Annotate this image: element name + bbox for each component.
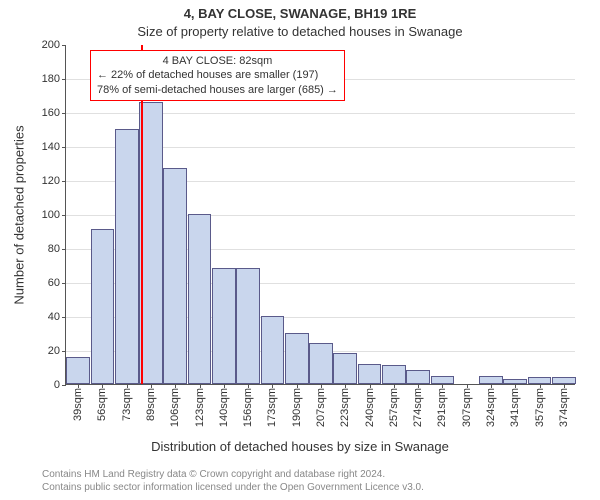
callout-line: 4 BAY CLOSE: 82sqm — [97, 54, 338, 68]
y-tick-label: 140 — [42, 141, 66, 153]
callout-line: 78% of semi-detached houses are larger (… — [97, 83, 338, 97]
y-tick-label: 40 — [48, 311, 66, 323]
x-tick-label: 307sqm — [461, 388, 473, 427]
histogram-bar — [309, 343, 333, 384]
x-tick-label: 374sqm — [558, 388, 570, 427]
y-tick-label: 120 — [42, 175, 66, 187]
x-tick-label: 324sqm — [485, 388, 497, 427]
x-tick-label: 173sqm — [266, 388, 278, 427]
histogram-bar — [91, 229, 115, 384]
x-tick-label: 73sqm — [121, 388, 133, 421]
y-tick-label: 160 — [42, 107, 66, 119]
x-tick-label: 140sqm — [218, 388, 230, 427]
x-tick-label: 56sqm — [96, 388, 108, 421]
histogram-bar — [188, 214, 212, 384]
footer-line-1: Contains HM Land Registry data © Crown c… — [42, 468, 424, 481]
x-tick-label: 123sqm — [194, 388, 206, 427]
x-tick-label: 89sqm — [145, 388, 157, 421]
y-tick-label: 180 — [42, 73, 66, 85]
histogram-bar — [261, 316, 285, 384]
histogram-bar — [406, 370, 430, 384]
footer-attribution: Contains HM Land Registry data © Crown c… — [42, 468, 424, 494]
x-tick-label: 341sqm — [509, 388, 521, 427]
histogram-bar — [528, 377, 552, 384]
histogram-bar — [382, 365, 406, 384]
x-tick-label: 106sqm — [169, 388, 181, 427]
x-tick-label: 274sqm — [412, 388, 424, 427]
x-tick-label: 190sqm — [291, 388, 303, 427]
histogram-bar — [333, 353, 357, 384]
y-tick-label: 200 — [42, 39, 66, 51]
histogram-bar — [163, 168, 187, 384]
x-tick-label: 240sqm — [364, 388, 376, 427]
callout-line: ← 22% of detached houses are smaller (19… — [97, 68, 338, 82]
y-tick-label: 0 — [54, 379, 66, 391]
x-tick-label: 207sqm — [315, 388, 327, 427]
chart-title: 4, BAY CLOSE, SWANAGE, BH19 1RE — [0, 6, 600, 21]
callout-box: 4 BAY CLOSE: 82sqm← 22% of detached hous… — [90, 50, 345, 101]
histogram-bar — [479, 376, 503, 385]
y-tick-label: 100 — [42, 209, 66, 221]
x-tick-label: 291sqm — [436, 388, 448, 427]
histogram-bar — [285, 333, 309, 384]
x-tick-label: 156sqm — [242, 388, 254, 427]
x-axis-label: Distribution of detached houses by size … — [0, 439, 600, 454]
x-tick-label: 39sqm — [72, 388, 84, 421]
histogram-bar — [115, 129, 139, 384]
x-tick-label: 257sqm — [388, 388, 400, 427]
histogram-bar — [66, 357, 90, 384]
histogram-bar — [236, 268, 260, 384]
y-tick-label: 80 — [48, 243, 66, 255]
footer-line-2: Contains public sector information licen… — [42, 481, 424, 494]
x-tick-label: 223sqm — [339, 388, 351, 427]
x-tick-label: 357sqm — [534, 388, 546, 427]
histogram-bar — [552, 377, 576, 384]
chart-subtitle: Size of property relative to detached ho… — [0, 24, 600, 39]
histogram-bar — [212, 268, 236, 384]
y-tick-label: 60 — [48, 277, 66, 289]
y-tick-label: 20 — [48, 345, 66, 357]
histogram-bar — [431, 376, 455, 385]
y-axis-label: Number of detached properties — [12, 125, 27, 304]
histogram-bar — [358, 364, 382, 384]
